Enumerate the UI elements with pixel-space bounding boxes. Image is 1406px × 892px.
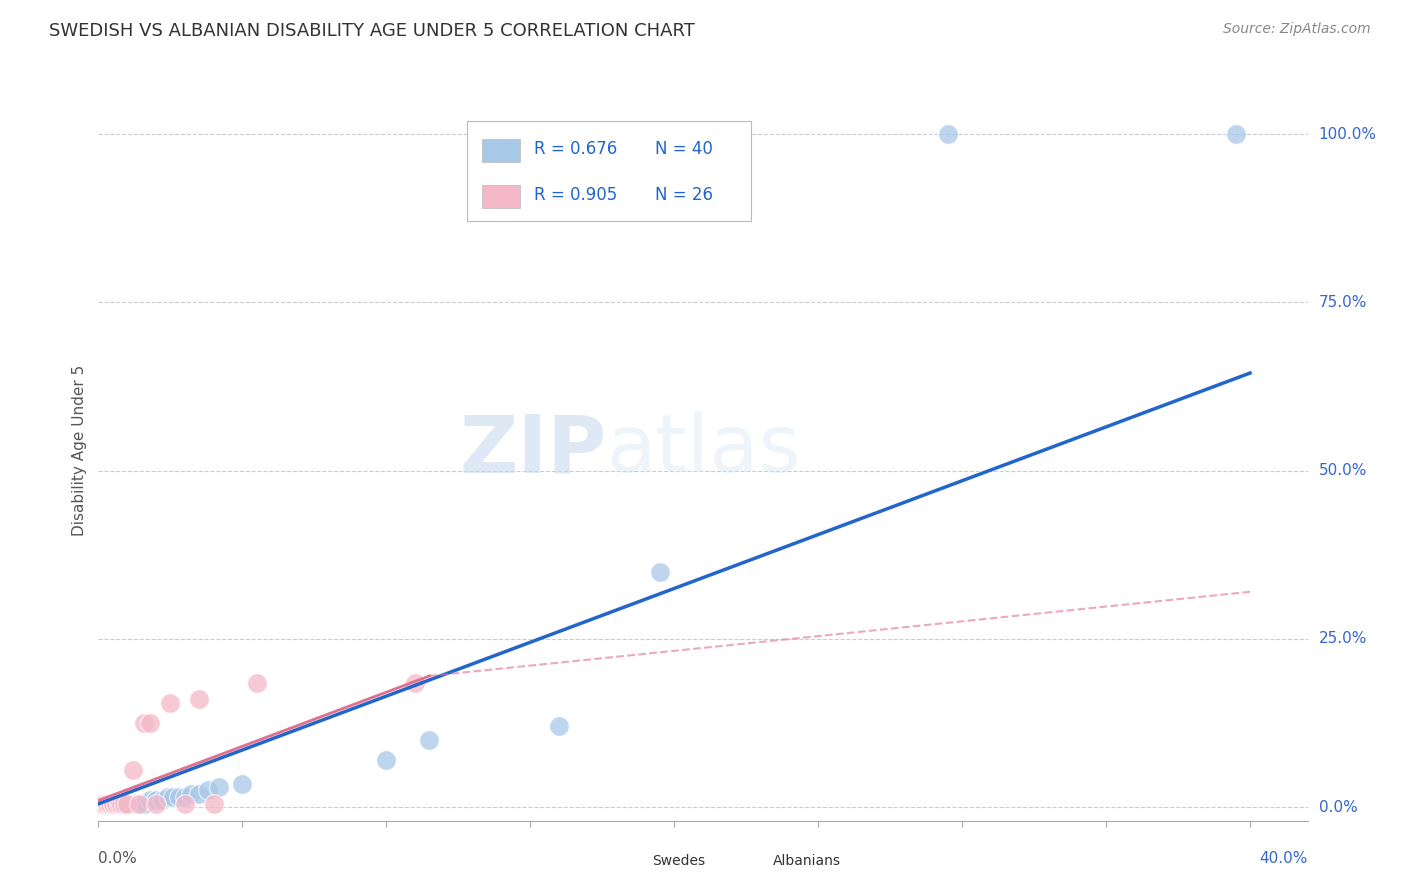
Point xyxy=(90,797,112,811)
Point xyxy=(93,797,115,811)
FancyBboxPatch shape xyxy=(740,855,766,871)
Text: Swedes: Swedes xyxy=(652,855,706,868)
Point xyxy=(93,797,115,811)
Point xyxy=(150,793,173,807)
Point xyxy=(96,797,118,811)
Point xyxy=(180,787,202,801)
Point xyxy=(145,793,167,807)
Point xyxy=(110,797,132,811)
Text: 100.0%: 100.0% xyxy=(1319,127,1376,142)
Point xyxy=(96,797,118,811)
Point xyxy=(188,787,211,801)
Point xyxy=(104,797,127,811)
Point xyxy=(101,797,124,811)
Y-axis label: Disability Age Under 5: Disability Age Under 5 xyxy=(72,365,87,536)
Point xyxy=(134,797,156,811)
Point xyxy=(139,793,162,807)
Point xyxy=(107,797,129,811)
FancyBboxPatch shape xyxy=(482,138,520,162)
Point xyxy=(90,797,112,811)
Text: 75.0%: 75.0% xyxy=(1319,295,1367,310)
Text: Source: ZipAtlas.com: Source: ZipAtlas.com xyxy=(1223,22,1371,37)
Point xyxy=(134,716,156,731)
Point xyxy=(96,797,118,811)
Point xyxy=(110,797,132,811)
Point xyxy=(197,783,219,797)
Point xyxy=(122,797,145,811)
Point xyxy=(112,797,135,811)
Point xyxy=(96,797,118,811)
Point xyxy=(202,797,225,811)
Point xyxy=(188,692,211,706)
Point xyxy=(156,790,179,805)
Point xyxy=(936,127,959,141)
Text: 0.0%: 0.0% xyxy=(1319,800,1357,814)
Text: 50.0%: 50.0% xyxy=(1319,463,1367,478)
Point xyxy=(98,797,121,811)
Text: SWEDISH VS ALBANIAN DISABILITY AGE UNDER 5 CORRELATION CHART: SWEDISH VS ALBANIAN DISABILITY AGE UNDER… xyxy=(49,22,695,40)
Point xyxy=(131,797,153,811)
Point xyxy=(145,797,167,811)
Text: atlas: atlas xyxy=(606,411,800,490)
Point xyxy=(125,797,148,811)
Point xyxy=(122,763,145,777)
Point xyxy=(101,797,124,811)
Point xyxy=(90,797,112,811)
Point xyxy=(167,790,190,805)
Point xyxy=(1225,127,1247,141)
Point xyxy=(173,790,195,805)
Point xyxy=(98,797,121,811)
Point xyxy=(231,776,253,791)
Point xyxy=(115,797,138,811)
Point xyxy=(98,797,121,811)
Point xyxy=(139,716,162,731)
Point xyxy=(246,675,269,690)
Point xyxy=(90,797,112,811)
Point xyxy=(107,797,129,811)
FancyBboxPatch shape xyxy=(619,855,645,871)
Text: ZIP: ZIP xyxy=(458,411,606,490)
Point xyxy=(115,797,138,811)
Point xyxy=(418,732,440,747)
Point xyxy=(159,696,181,710)
Point xyxy=(101,797,124,811)
Point xyxy=(98,797,121,811)
Point xyxy=(208,780,231,794)
Text: R = 0.676: R = 0.676 xyxy=(534,140,617,158)
FancyBboxPatch shape xyxy=(482,185,520,209)
Point xyxy=(404,675,426,690)
Point xyxy=(93,797,115,811)
Point xyxy=(162,790,184,805)
Text: 25.0%: 25.0% xyxy=(1319,632,1367,647)
Point xyxy=(648,565,671,579)
Text: R = 0.905: R = 0.905 xyxy=(534,186,617,204)
Text: N = 26: N = 26 xyxy=(655,186,713,204)
Point xyxy=(104,797,127,811)
Point xyxy=(104,797,127,811)
Text: 40.0%: 40.0% xyxy=(1260,851,1308,866)
Point xyxy=(128,797,150,811)
Point xyxy=(375,753,398,767)
Point xyxy=(93,797,115,811)
Point xyxy=(112,797,135,811)
FancyBboxPatch shape xyxy=(467,121,751,221)
Point xyxy=(101,797,124,811)
Point xyxy=(173,797,195,811)
Text: N = 40: N = 40 xyxy=(655,140,713,158)
Text: 0.0%: 0.0% xyxy=(98,851,138,866)
Point xyxy=(128,797,150,811)
Point xyxy=(548,719,571,733)
Point xyxy=(120,797,142,811)
Text: Albanians: Albanians xyxy=(773,855,841,868)
